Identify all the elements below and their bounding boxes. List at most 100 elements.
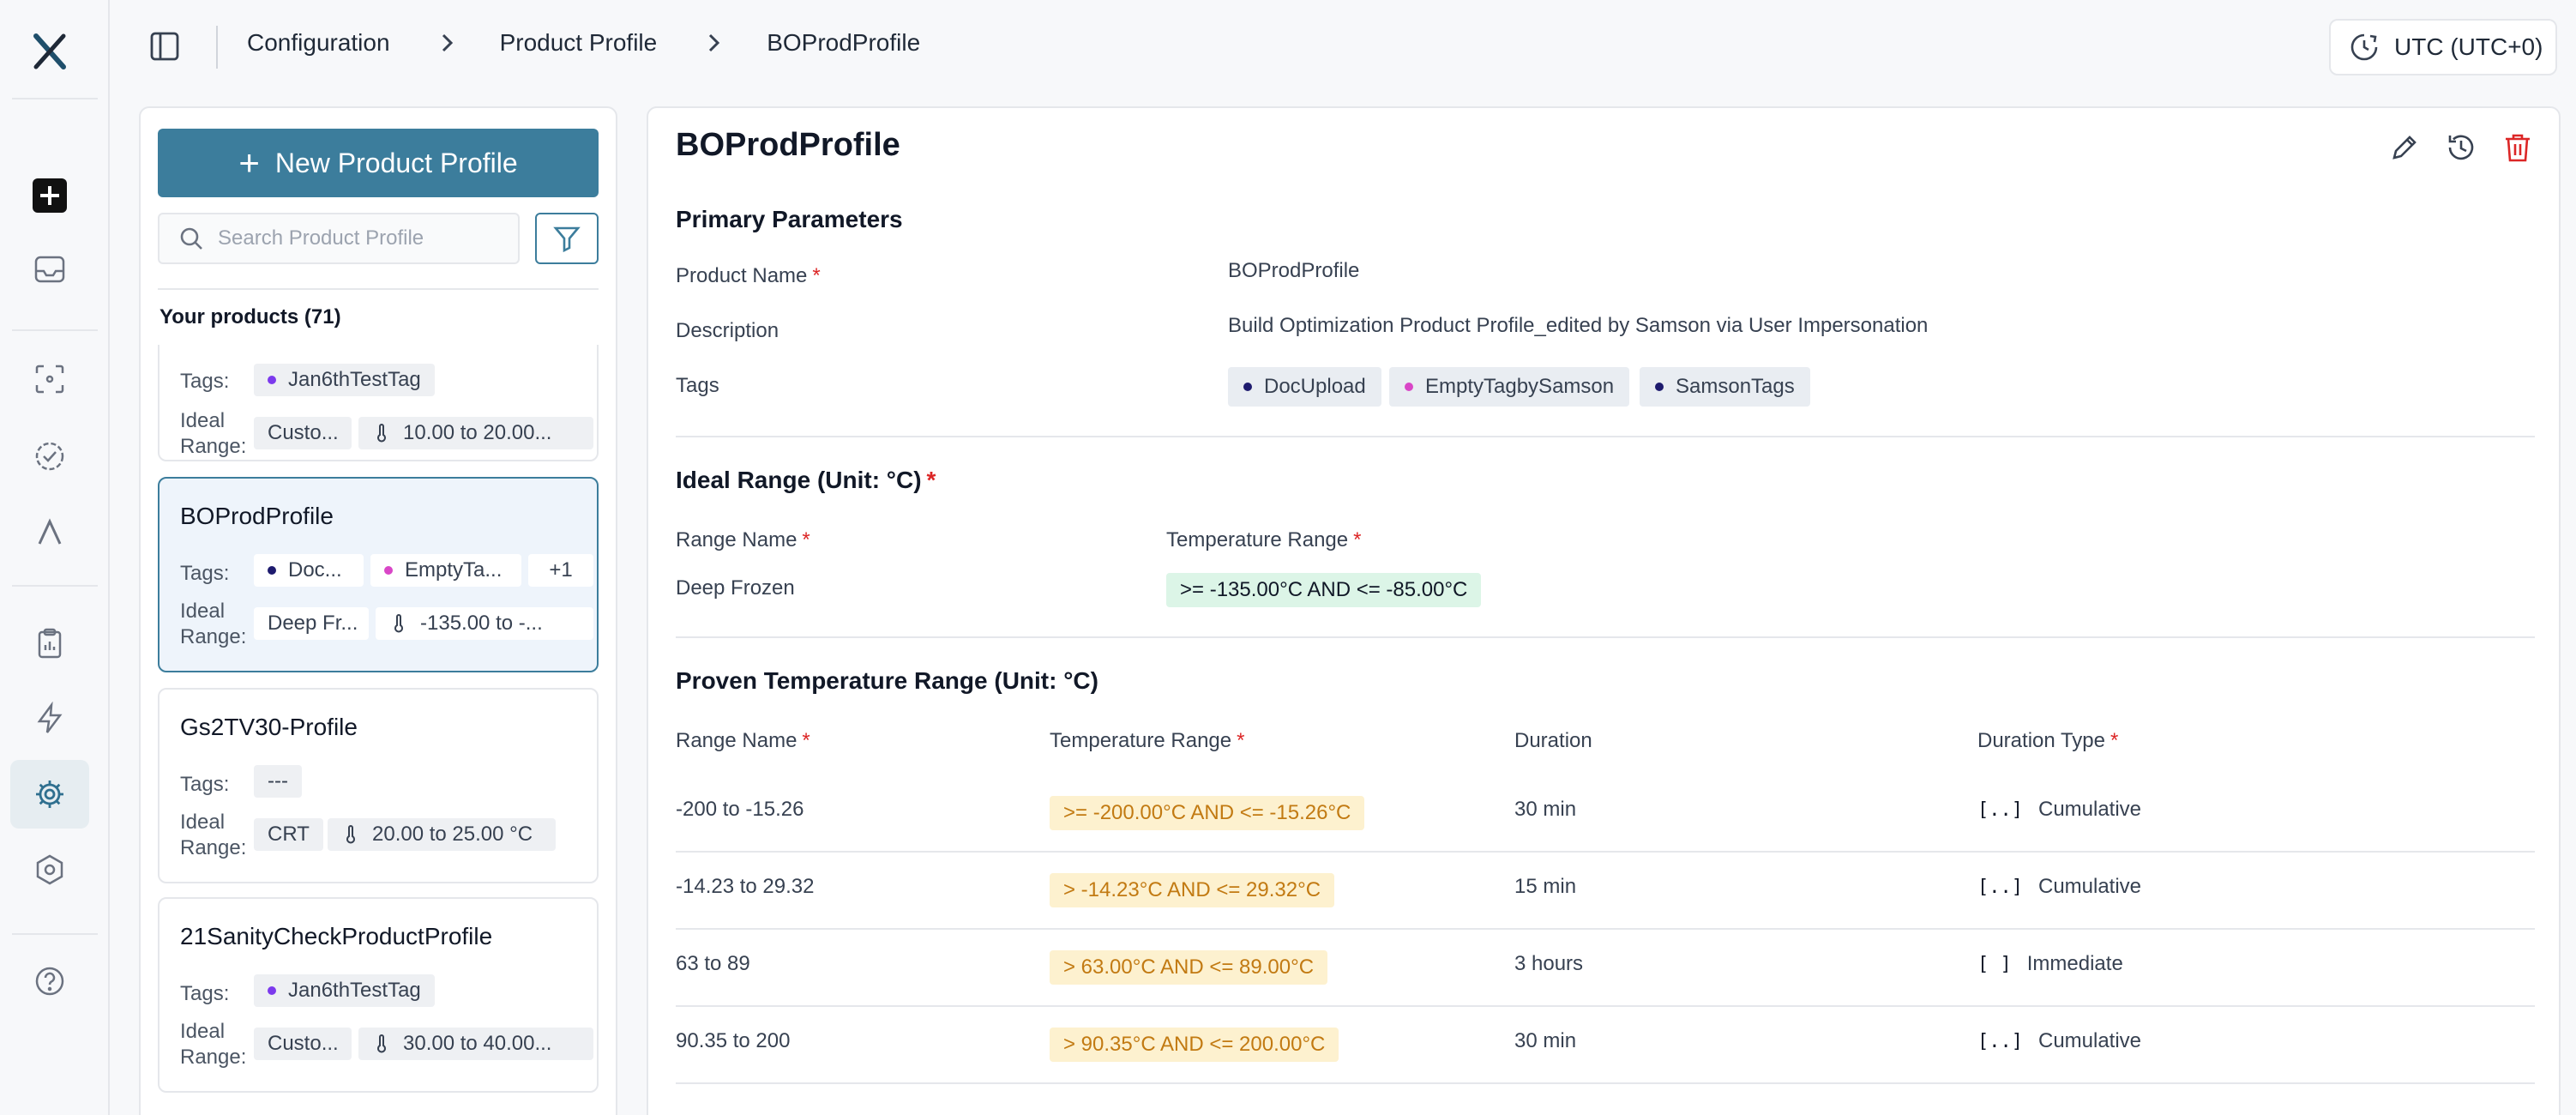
breadcrumb: Configuration Product Profile BOProdProf…: [247, 29, 920, 57]
product-detail-panel: BOProdProfile Primary Parameters Product…: [647, 106, 2561, 1115]
breadcrumb-current: BOProdProfile: [767, 29, 921, 56]
range-name-chip: Custo...: [254, 1028, 352, 1060]
tag-dot-icon: [1243, 383, 1252, 391]
tags-field-label: Tags: [676, 374, 719, 397]
proven-duration: 30 min: [1514, 1029, 1577, 1052]
list-divider: [158, 288, 599, 290]
tag-chip: Jan6thTestTag: [254, 974, 435, 1007]
clock-icon: [2350, 33, 2378, 61]
cumulative-icon: [..]: [1977, 799, 2023, 821]
proven-col-range-name: Range Name *: [676, 729, 810, 752]
thermometer-icon: [377, 1034, 386, 1053]
app-logo[interactable]: [31, 33, 69, 70]
proven-temperature-badge: >= -200.00°C AND <= -15.26°C: [1050, 796, 1365, 830]
row-divider: [676, 1005, 2535, 1007]
history-icon[interactable]: [2444, 130, 2478, 165]
tag-dot-icon: [384, 566, 393, 575]
product-card-title: Gs2TV30-Profile: [180, 714, 358, 740]
range-value-chip: 10.00 to 20.00...: [358, 417, 593, 449]
tag-dot-icon: [268, 376, 276, 384]
create-icon[interactable]: [29, 175, 70, 216]
ideal-col-range-name: Range Name *: [676, 528, 810, 551]
ideal-range-label: Ideal Range:: [180, 1020, 247, 1069]
rail-divider: [12, 98, 98, 99]
tag-chip: SamsonTags: [1640, 367, 1810, 407]
product-card-selected[interactable]: BOProdProfile Tags: Doc... EmptyTa... +1…: [158, 477, 599, 672]
row-divider: [676, 928, 2535, 930]
clipboard-icon[interactable]: [29, 623, 70, 664]
breadcrumb-product-profile[interactable]: Product Profile: [499, 29, 658, 56]
lightning-icon[interactable]: [29, 698, 70, 739]
tags-label: Tags:: [180, 982, 230, 1005]
chevron-right-icon: [442, 33, 453, 52]
product-card[interactable]: 21SanityCheckProductProfile Tags: Jan6th…: [158, 897, 599, 1093]
rail-divider: [12, 329, 98, 331]
inbox-icon[interactable]: [29, 249, 70, 290]
check-circle-icon[interactable]: [29, 436, 70, 477]
proven-duration-type: [..] Cumulative: [1977, 1029, 2142, 1052]
tag-dot-icon: [1405, 383, 1413, 391]
tag-chip: Jan6thTestTag: [254, 364, 435, 396]
search-input[interactable]: [218, 226, 509, 250]
proven-duration-type: [..] Cumulative: [1977, 798, 2142, 821]
proven-col-duration: Duration: [1514, 729, 1592, 752]
ideal-range-label: Ideal Range:: [180, 409, 247, 458]
product-list-panel: + New Product Profile Your products (71)…: [139, 106, 617, 1115]
proven-duration-type: [..] Cumulative: [1977, 875, 2142, 898]
settings-gear-icon[interactable]: [10, 760, 89, 829]
ideal-range-title: Ideal Range (Unit: °C) *: [676, 467, 936, 493]
description-value: Build Optimization Product Profile_edite…: [1228, 314, 1929, 337]
help-icon[interactable]: [29, 961, 70, 1002]
tag-chip-label: DocUpload: [1264, 375, 1366, 398]
edit-pencil-icon[interactable]: [2387, 130, 2422, 165]
ideal-col-temperature-range: Temperature Range *: [1166, 528, 1362, 551]
breadcrumb-configuration[interactable]: Configuration: [247, 29, 390, 56]
chevron-right-icon: [709, 33, 720, 52]
proven-duration: 15 min: [1514, 875, 1577, 898]
new-product-profile-button[interactable]: + New Product Profile: [158, 129, 599, 197]
hexagon-icon[interactable]: [29, 849, 70, 890]
lambda-icon[interactable]: [29, 511, 70, 552]
header-divider: [216, 26, 218, 69]
rail-divider: [12, 585, 98, 587]
proven-col-temperature-range: Temperature Range *: [1050, 729, 1245, 752]
filter-icon: [553, 226, 581, 253]
product-name-value: BOProdProfile: [1228, 259, 1360, 282]
delete-trash-icon[interactable]: [2501, 130, 2535, 165]
cumulative-icon: [..]: [1977, 1030, 2023, 1052]
plus-icon: +: [238, 142, 260, 183]
timezone-button[interactable]: UTC (UTC+0): [2329, 19, 2557, 75]
proven-col-duration-type: Duration Type *: [1977, 729, 2119, 752]
range-value-chip: -135.00 to -...: [376, 607, 593, 640]
proven-temperature-badge: > 90.35°C AND <= 200.00°C: [1050, 1028, 1339, 1062]
proven-temperature-badge: > 63.00°C AND <= 89.00°C: [1050, 950, 1328, 985]
scan-icon[interactable]: [29, 359, 70, 400]
sidebar-toggle-icon[interactable]: [147, 29, 182, 63]
range-value-chip: 20.00 to 25.00 °C: [328, 818, 556, 851]
new-product-profile-label: New Product Profile: [274, 147, 518, 178]
product-card[interactable]: Gs2TV30-Profile Tags: --- Ideal Range: CR…: [158, 688, 599, 883]
tags-label: Tags:: [180, 773, 230, 796]
product-card[interactable]: Tags: Jan6thTestTag Ideal Range: Custo...…: [158, 345, 599, 461]
proven-duration: 30 min: [1514, 798, 1577, 821]
range-value-label: 30.00 to 40.00...: [403, 1032, 552, 1055]
ideal-temperature-badge: >= -135.00°C AND <= -85.00°C: [1166, 573, 1482, 607]
rail-divider: [12, 933, 98, 935]
filter-button[interactable]: [535, 213, 599, 264]
proven-temperature-badge: > -14.23°C AND <= 29.32°C: [1050, 873, 1335, 907]
tag-chip: ---: [254, 765, 302, 798]
thermometer-icon: [377, 424, 386, 443]
tag-chip-label: Doc...: [288, 558, 342, 582]
tag-chip: EmptyTa...: [370, 554, 521, 587]
primary-parameters-title: Primary Parameters: [676, 206, 903, 232]
tag-dot-icon: [268, 566, 276, 575]
range-name-chip: Deep Fr...: [254, 607, 369, 640]
more-tags-chip: +1: [528, 554, 593, 587]
proven-range-name: -14.23 to 29.32: [676, 875, 815, 898]
detail-actions: [2387, 130, 2535, 165]
cumulative-icon: [..]: [1977, 876, 2023, 898]
ideal-range-label: Ideal Range:: [180, 600, 247, 648]
description-label: Description: [676, 319, 779, 342]
thermometer-icon: [346, 825, 355, 844]
product-name-label: Product Name *: [676, 264, 821, 287]
